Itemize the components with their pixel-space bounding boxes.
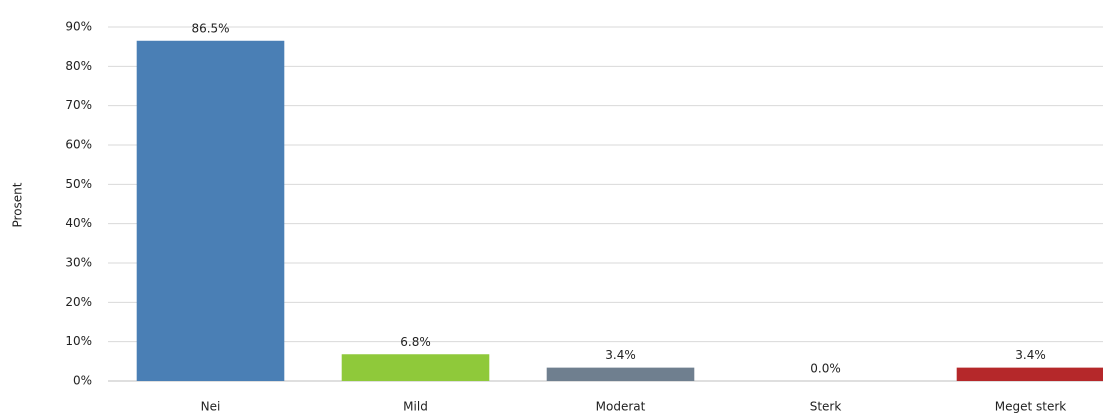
y-tick-label: 60%	[65, 138, 92, 152]
data-label: 3.4%	[605, 348, 636, 362]
bar	[956, 367, 1103, 381]
y-tick-label: 50%	[65, 177, 92, 191]
y-tick-label: 10%	[65, 334, 92, 348]
data-label: 86.5%	[191, 21, 229, 35]
y-axis-label: Prosent	[11, 182, 25, 227]
x-tick-label: Sterk	[810, 400, 842, 414]
y-tick-label: 80%	[65, 59, 92, 73]
bar	[136, 40, 285, 382]
data-label: 3.4%	[1015, 348, 1046, 362]
y-tick-label: 70%	[65, 98, 92, 112]
x-tick-label: Moderat	[596, 400, 646, 414]
x-tick-label: Mild	[403, 400, 428, 414]
y-tick-label: 0%	[73, 374, 92, 388]
y-tick-label: 20%	[65, 295, 92, 309]
x-tick-label: Meget sterk	[995, 400, 1067, 414]
y-tick-label: 90%	[65, 20, 92, 34]
data-label: 6.8%	[400, 335, 431, 349]
data-label: 0.0%	[810, 362, 841, 376]
y-tick-label: 30%	[65, 256, 92, 270]
bar	[546, 367, 695, 381]
y-tick-label: 40%	[65, 216, 92, 230]
bar	[341, 354, 490, 381]
x-tick-label: Nei	[201, 400, 221, 414]
